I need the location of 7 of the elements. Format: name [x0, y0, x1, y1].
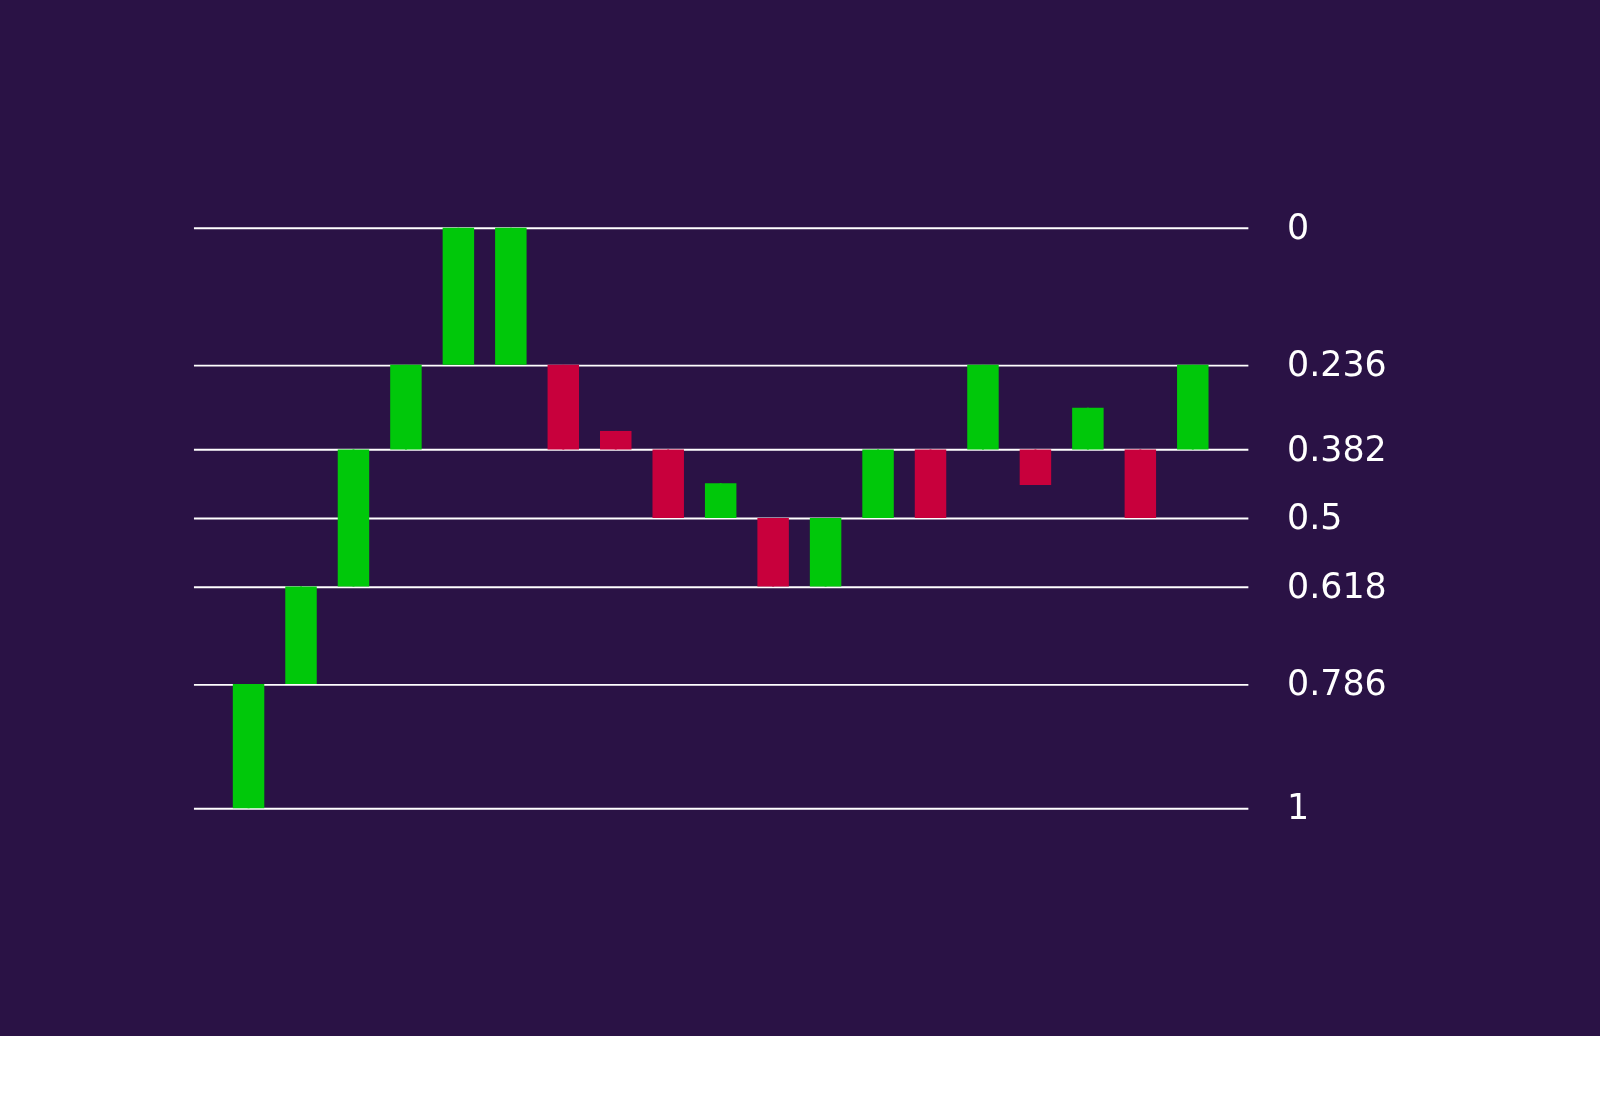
y-tick-label: 1 [1287, 787, 1310, 828]
y-tick-label: 0.618 [1287, 565, 1387, 606]
y-tick-label: 0.786 [1287, 663, 1387, 704]
y-tick-label: 0.5 [1287, 497, 1343, 538]
y-tick-label: 0 [1287, 206, 1310, 247]
y-tick-label: 0.236 [1287, 343, 1387, 384]
y-tick-label: 0.382 [1287, 428, 1387, 469]
